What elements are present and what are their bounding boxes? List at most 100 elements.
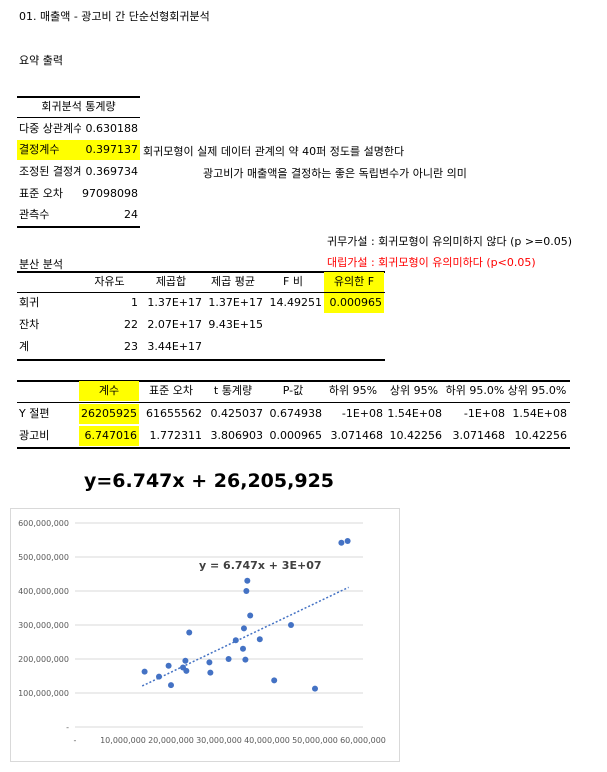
- data-point: [271, 677, 278, 684]
- coef-ad-cost-upper-95[interactable]: 10.42256: [389, 429, 443, 442]
- coef-header-p-value: P-값: [282, 384, 304, 397]
- data-point: [240, 645, 246, 652]
- stat-label-observations[interactable]: 관측수: [19, 208, 50, 221]
- coef-ad-cost-upper-95-0[interactable]: 10.42256: [514, 429, 568, 442]
- anova-top-border: [17, 271, 385, 273]
- reg-stats-top-border: [17, 96, 140, 98]
- reg-stats-bottom-border: [17, 226, 140, 228]
- coef-intercept-std-error[interactable]: 61655562: [146, 407, 202, 420]
- coef-header-upper-95-0: 상위 95.0%: [507, 384, 567, 397]
- anova-total-df[interactable]: 23: [124, 340, 138, 353]
- x-tick-label: 10,000,000: [100, 736, 146, 745]
- coef-header-t-stat: t 통계량: [213, 384, 253, 397]
- y-tick-label: -: [66, 723, 69, 732]
- anova-row-label-total[interactable]: 계: [19, 340, 30, 353]
- data-point: [232, 637, 239, 644]
- data-point: [242, 656, 249, 663]
- y-tick-label: 600,000,000: [18, 519, 69, 528]
- anova-header-f: F 비: [283, 275, 303, 288]
- coef-ad-cost-std-error[interactable]: 1.772311: [149, 429, 203, 442]
- stat-label-r-square[interactable]: 결정계수: [17, 140, 81, 160]
- anova-header-ms: 제곱 평균: [211, 275, 255, 288]
- anova-header-df: 자유도: [94, 275, 125, 288]
- anova-residual-ms[interactable]: 9.43E+15: [208, 318, 263, 331]
- anova-header-border: [17, 292, 385, 293]
- x-tick-label: 40,000,000: [244, 736, 290, 745]
- coef-intercept-upper-95-0[interactable]: 1.54E+08: [512, 407, 567, 420]
- stat-value-adj-r-square[interactable]: 0.369734: [85, 165, 139, 178]
- y-tick-label: 100,000,000: [18, 689, 69, 698]
- null-hypothesis: 귀무가설 : 회귀모형이 유의미하지 않다 (p >=0.05): [327, 235, 573, 248]
- anova-row-label-residual[interactable]: 잔차: [19, 318, 40, 331]
- coef-intercept-t-stat[interactable]: 0.425037: [210, 407, 264, 420]
- summary-output-label: 요약 출력: [19, 54, 63, 67]
- anova-header-sig-f: 유의한 F: [324, 272, 384, 292]
- x-tick-label: 30,000,000: [196, 736, 242, 745]
- stat-label-adj-r-square[interactable]: 조정된 결정계수: [19, 165, 81, 178]
- coef-row-label-intercept[interactable]: Y 절편: [19, 407, 50, 420]
- data-point: [344, 538, 351, 545]
- scatter-chart-frame[interactable]: - 100,000,000 200,000,000 300,000,000 400,00…: [10, 508, 400, 762]
- coef-top-border: [17, 380, 570, 382]
- coef-ad-cost-t-stat[interactable]: 3.806903: [210, 429, 264, 442]
- data-point: [206, 659, 213, 666]
- anova-regression-sig-f[interactable]: 0.000965: [324, 293, 384, 313]
- data-point: [256, 636, 263, 643]
- data-point: [165, 662, 172, 669]
- anova-bottom-border: [17, 359, 385, 361]
- coef-header-lower-95: 하위 95%: [328, 384, 378, 397]
- stat-label-multiple-r[interactable]: 다중 상관계수: [19, 122, 81, 135]
- coef-header-lower-95-0: 하위 95.0%: [445, 384, 505, 397]
- stat-value-r-square[interactable]: 0.397137: [81, 140, 140, 160]
- trendline-equation-label: y = 6.747x + 3E+07: [199, 559, 322, 572]
- coef-intercept-upper-95[interactable]: 1.54E+08: [387, 407, 442, 420]
- adj-r-square-note: 광고비가 매출액을 결정하는 좋은 독립변수가 아니란 의미: [203, 167, 467, 180]
- coef-ad-cost-p-value[interactable]: 0.000965: [269, 429, 323, 442]
- data-point: [182, 657, 189, 664]
- stat-label-std-error[interactable]: 표준 오차: [19, 187, 63, 200]
- data-point: [156, 673, 162, 680]
- stat-value-observations[interactable]: 24: [124, 208, 138, 221]
- x-tick-label: 50,000,000: [292, 736, 338, 745]
- scatter-chart: - 100,000,000 200,000,000 300,000,000 400,00…: [18, 519, 386, 745]
- x-tick-label: 20,000,000: [148, 736, 194, 745]
- coef-header-upper-95: 상위 95%: [389, 384, 439, 397]
- coef-header-coefficient: 계수: [79, 381, 139, 401]
- reg-stats-header-border: [17, 117, 140, 118]
- regression-formula: y=6.747x + 26,205,925: [84, 470, 335, 492]
- coef-intercept-value[interactable]: 26205925: [79, 404, 139, 424]
- anova-title: 분산 분석: [19, 258, 63, 271]
- data-point: [141, 668, 148, 675]
- reg-stats-header: 회귀분석 통계량: [41, 100, 116, 113]
- data-point: [225, 656, 232, 662]
- data-point: [183, 667, 190, 674]
- data-point: [244, 577, 251, 584]
- anova-row-label-regression[interactable]: 회귀: [19, 296, 40, 309]
- anova-regression-f[interactable]: 14.49251: [269, 296, 323, 309]
- anova-total-ss[interactable]: 3.44E+17: [147, 340, 202, 353]
- r-square-note: 회귀모형이 실제 데이터 관계의 약 40퍼 정도를 설명한다: [143, 145, 405, 158]
- anova-regression-ss[interactable]: 1.37E+17: [147, 296, 202, 309]
- coef-ad-cost-value[interactable]: 6.747016: [79, 426, 139, 446]
- anova-residual-ss[interactable]: 2.07E+17: [147, 318, 202, 331]
- y-tick-label: 400,000,000: [18, 587, 69, 596]
- stat-value-std-error[interactable]: 97098098: [82, 187, 138, 200]
- coef-intercept-lower-95-0[interactable]: -1E+08: [463, 407, 505, 420]
- data-point: [207, 669, 214, 676]
- anova-regression-df[interactable]: 1: [131, 296, 138, 309]
- data-point: [312, 685, 318, 692]
- alternative-hypothesis: 대립가설 : 회귀모형이 유의미하다 (p<0.05): [327, 256, 536, 269]
- x-tick-label: -: [74, 736, 77, 745]
- stat-value-multiple-r[interactable]: 0.630188: [85, 122, 139, 135]
- coef-intercept-lower-95[interactable]: -1E+08: [341, 407, 383, 420]
- coef-row-label-ad-cost[interactable]: 광고비: [19, 429, 50, 442]
- data-point: [247, 612, 254, 619]
- anova-header-ss: 제곱합: [155, 275, 187, 288]
- data-point: [338, 539, 345, 546]
- data-point: [288, 622, 294, 628]
- coef-ad-cost-lower-95[interactable]: 3.071468: [330, 429, 384, 442]
- anova-regression-ms[interactable]: 1.37E+17: [208, 296, 263, 309]
- coef-ad-cost-lower-95-0[interactable]: 3.071468: [452, 429, 506, 442]
- anova-residual-df[interactable]: 22: [124, 318, 138, 331]
- coef-intercept-p-value[interactable]: 0.674938: [269, 407, 323, 420]
